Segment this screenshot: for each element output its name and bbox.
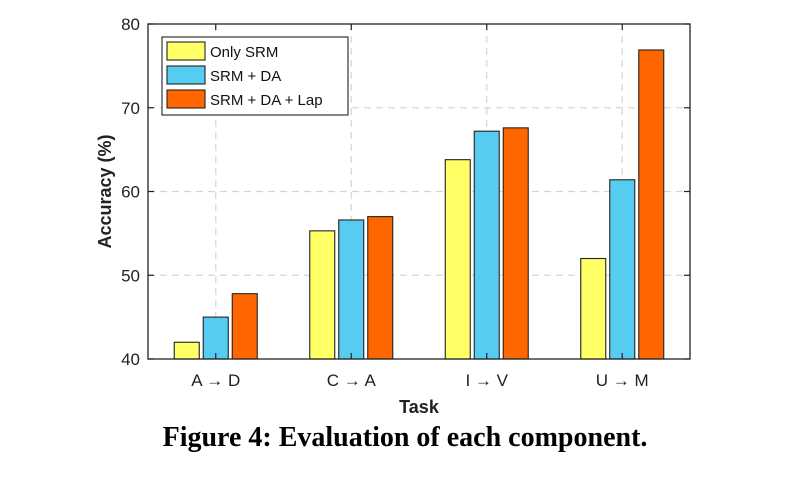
figure-caption: Figure 4: Evaluation of each component.	[162, 422, 648, 453]
legend: Only SRM SRM + DA SRM + DA + Lap	[161, 36, 349, 116]
bar-srm-da-lap-2	[502, 127, 529, 360]
legend-label: SRM + DA	[210, 68, 281, 85]
y-tick-label: 50	[121, 266, 140, 285]
bar-srm-da-0	[202, 316, 229, 360]
bar-only-srm-3	[580, 257, 607, 360]
legend-label: Only SRM	[210, 44, 278, 61]
x-tick-label: A → D	[191, 371, 240, 390]
x-tick-label: C → A	[327, 371, 377, 390]
y-tick-label: 60	[121, 183, 140, 202]
y-tick-label: 70	[121, 99, 140, 118]
x-tick-label: I → V	[465, 371, 508, 390]
bar-srm-da-3	[609, 179, 636, 360]
bars	[173, 49, 665, 360]
legend-swatch	[166, 41, 206, 61]
x-axis-title: Task	[399, 397, 440, 417]
bar-srm-da-2	[473, 130, 500, 360]
legend-label: SRM + DA + Lap	[210, 92, 323, 109]
axis-ticks: 40 50 60 70 80 A → D C → A I → V U → M	[121, 15, 690, 390]
bar-srm-da-lap-3	[638, 49, 665, 360]
bar-only-srm-1	[309, 230, 336, 360]
y-axis-title: Accuracy (%)	[95, 134, 115, 248]
y-tick-label: 80	[121, 15, 140, 34]
bar-only-srm-2	[444, 159, 471, 360]
x-tick-label: U → M	[596, 371, 649, 390]
bar-chart: 40 50 60 70 80 A → D C → A I → V U → M Accuracy …	[95, 15, 691, 417]
bar-only-srm-0	[173, 341, 200, 360]
bar-srm-da-1	[338, 219, 365, 360]
y-tick-label: 40	[121, 350, 140, 369]
legend-swatch	[166, 65, 206, 85]
bar-srm-da-lap-1	[367, 216, 394, 360]
legend-swatch	[166, 89, 206, 109]
bar-srm-da-lap-0	[231, 293, 258, 360]
